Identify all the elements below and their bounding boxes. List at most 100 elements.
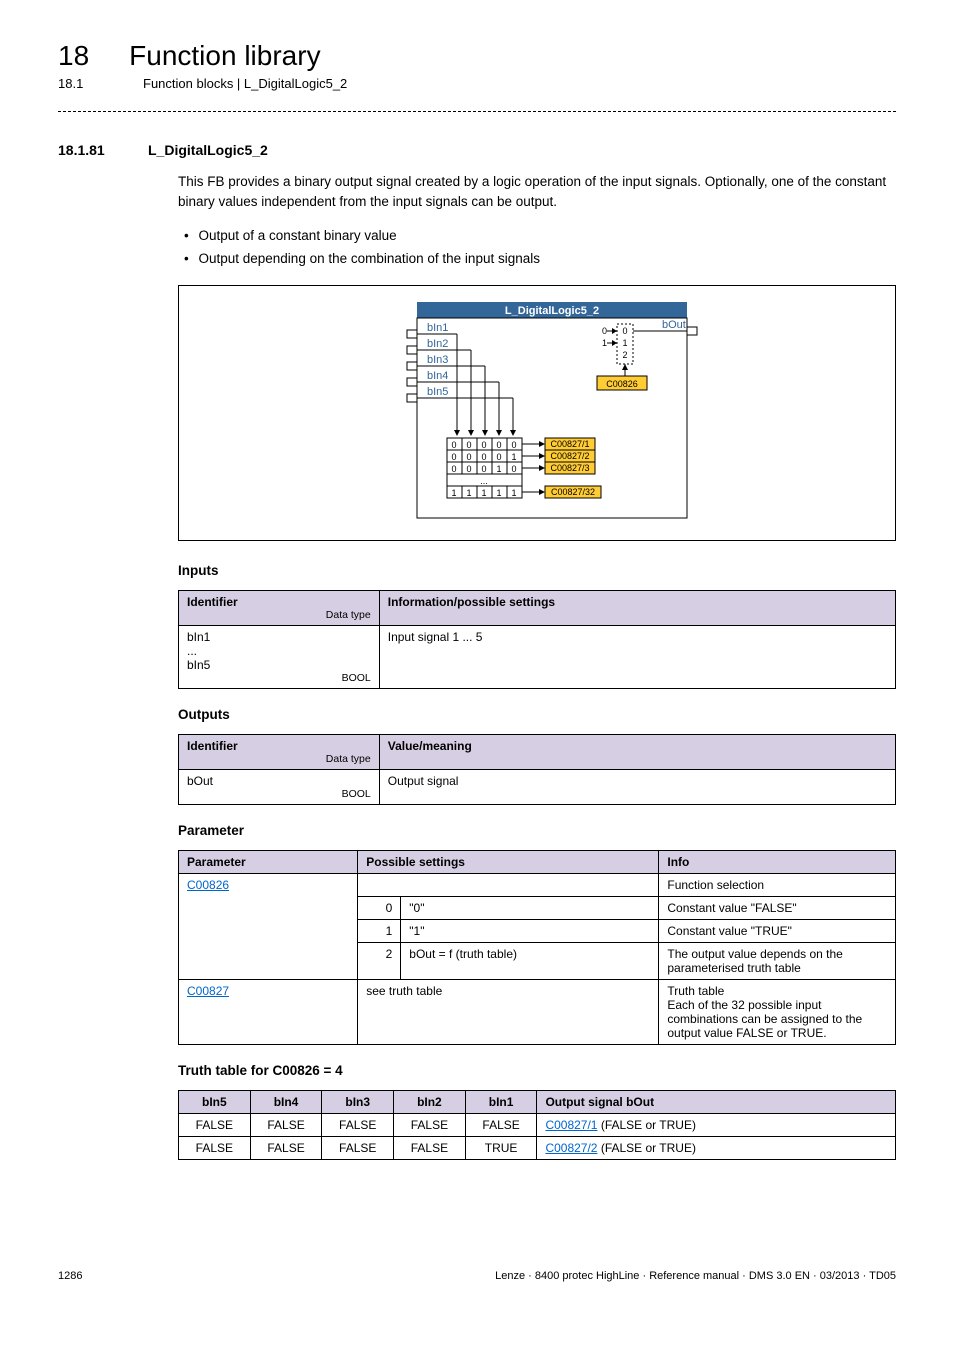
- setting-info: Constant value "FALSE": [659, 896, 896, 919]
- truth-col: bIn2: [394, 1090, 466, 1113]
- bullet-list: Output of a constant binary value Output…: [198, 225, 896, 271]
- svg-text:1: 1: [496, 464, 501, 474]
- svg-text:bIn3: bIn3: [427, 354, 448, 366]
- col-settings: Possible settings: [358, 850, 659, 873]
- inputs-heading: Inputs: [178, 563, 896, 578]
- output-type: BOOL: [187, 788, 371, 800]
- svg-text:1: 1: [451, 488, 456, 498]
- setting-text: "0": [401, 896, 659, 919]
- setting-info: The output value depends on the paramete…: [659, 942, 896, 979]
- input-id: bIn5: [187, 658, 371, 672]
- diagram-title: L_DigitalLogic5_2: [505, 305, 599, 317]
- input-info: Input signal 1 ... 5: [379, 625, 895, 688]
- svg-text:0: 0: [466, 464, 471, 474]
- output-id: bOut: [187, 774, 371, 788]
- parameter-table: Parameter Possible settings Info C00826 …: [178, 850, 896, 1045]
- svg-text:C00827/2: C00827/2: [550, 451, 589, 461]
- truth-link[interactable]: C00827/2: [545, 1141, 597, 1155]
- svg-text:0: 0: [622, 326, 627, 336]
- svg-text:bIn2: bIn2: [427, 338, 448, 350]
- truth-suffix: (FALSE or TRUE): [597, 1141, 695, 1155]
- setting-info: Constant value "TRUE": [659, 919, 896, 942]
- svg-text:1: 1: [496, 488, 501, 498]
- param-info: Function selection: [659, 873, 896, 896]
- svg-text:C00827/1: C00827/1: [550, 439, 589, 449]
- inputs-table: Identifier Data type Information/possibl…: [178, 590, 896, 689]
- section-number: 18.1.81: [58, 142, 118, 158]
- setting-text: bOut = f (truth table): [401, 942, 659, 979]
- setting-num: 2: [358, 942, 401, 979]
- truth-col: Output signal bOut: [537, 1090, 896, 1113]
- svg-text:C00827/32: C00827/32: [551, 487, 595, 497]
- subsection-title: Function blocks | L_DigitalLogic5_2: [143, 76, 347, 91]
- svg-text:0: 0: [481, 440, 486, 450]
- svg-text:C00827/3: C00827/3: [550, 463, 589, 473]
- datatype-label: Data type: [187, 609, 371, 621]
- svg-text:C00826: C00826: [606, 379, 638, 389]
- svg-text:2: 2: [622, 350, 627, 360]
- svg-text:0: 0: [481, 452, 486, 462]
- divider: [58, 111, 896, 112]
- input-id: ...: [187, 644, 371, 658]
- col-identifier: Identifier: [187, 739, 371, 753]
- param-link[interactable]: C00826: [187, 878, 229, 892]
- svg-text:1: 1: [602, 338, 607, 348]
- section-paragraph: This FB provides a binary output signal …: [178, 172, 896, 211]
- svg-text:bIn1: bIn1: [427, 322, 448, 334]
- section-title: L_DigitalLogic5_2: [148, 142, 268, 158]
- setting-num: 0: [358, 896, 401, 919]
- truth-link[interactable]: C00827/1: [545, 1118, 597, 1132]
- truth-suffix: (FALSE or TRUE): [597, 1118, 695, 1132]
- svg-text:...: ...: [480, 476, 488, 486]
- svg-text:1: 1: [622, 338, 627, 348]
- input-id: bIn1: [187, 630, 371, 644]
- setting-info: Truth table Each of the 32 possible inpu…: [659, 979, 896, 1044]
- param-link[interactable]: C00827: [187, 984, 229, 998]
- truth-row: FALSE FALSE FALSE FALSE TRUE C00827/2 (F…: [179, 1136, 896, 1159]
- svg-text:0: 0: [466, 452, 471, 462]
- input-type: BOOL: [187, 672, 371, 684]
- col-value: Value/meaning: [379, 734, 895, 769]
- svg-text:0: 0: [451, 452, 456, 462]
- svg-text:0: 0: [496, 452, 501, 462]
- col-identifier: Identifier: [187, 595, 371, 609]
- truth-heading: Truth table for C00826 = 4: [178, 1063, 896, 1078]
- svg-text:0: 0: [481, 464, 486, 474]
- svg-text:1: 1: [466, 488, 471, 498]
- footer-text: Lenze · 8400 protec HighLine · Reference…: [495, 1270, 896, 1282]
- truth-table-grid: 0 0 0 0 0 0 0 0 0 1 0 0 0 1 0 ... 1 1: [447, 438, 522, 498]
- parameter-heading: Parameter: [178, 823, 896, 838]
- datatype-label: Data type: [187, 753, 371, 765]
- bullet-item: Output depending on the combination of t…: [198, 248, 896, 271]
- input-ports: bIn1 bIn2 bIn3 bIn4 bIn5: [407, 322, 457, 402]
- truth-col: bIn5: [179, 1090, 251, 1113]
- svg-text:0: 0: [466, 440, 471, 450]
- truth-col: bIn4: [250, 1090, 322, 1113]
- col-info: Info: [659, 850, 896, 873]
- svg-text:1: 1: [511, 488, 516, 498]
- col-parameter: Parameter: [179, 850, 358, 873]
- subsection-number: 18.1: [58, 76, 103, 91]
- svg-text:0: 0: [602, 326, 607, 336]
- truth-row: FALSE FALSE FALSE FALSE FALSE C00827/1 (…: [179, 1113, 896, 1136]
- svg-text:1: 1: [481, 488, 486, 498]
- svg-text:bIn4: bIn4: [427, 370, 448, 382]
- svg-text:0: 0: [451, 440, 456, 450]
- block-diagram: L_DigitalLogic5_2 bIn1 bIn2 bIn3 bIn4 bI…: [178, 285, 896, 541]
- outputs-table: Identifier Data type Value/meaning bOut …: [178, 734, 896, 805]
- output-info: Output signal: [379, 769, 895, 804]
- truth-col: bIn1: [465, 1090, 537, 1113]
- setting-text: "1": [401, 919, 659, 942]
- truth-col: bIn3: [322, 1090, 394, 1113]
- svg-text:0: 0: [511, 464, 516, 474]
- col-info: Information/possible settings: [379, 590, 895, 625]
- svg-text:0: 0: [496, 440, 501, 450]
- setting-text: see truth table: [358, 979, 659, 1044]
- output-label: bOut: [662, 319, 686, 331]
- outputs-heading: Outputs: [178, 707, 896, 722]
- page-number: 1286: [58, 1270, 82, 1282]
- mux: 0 1 2 0 1 C00826: [597, 324, 647, 444]
- svg-text:bIn5: bIn5: [427, 386, 448, 398]
- svg-text:0: 0: [511, 440, 516, 450]
- chapter-number: 18: [58, 40, 89, 72]
